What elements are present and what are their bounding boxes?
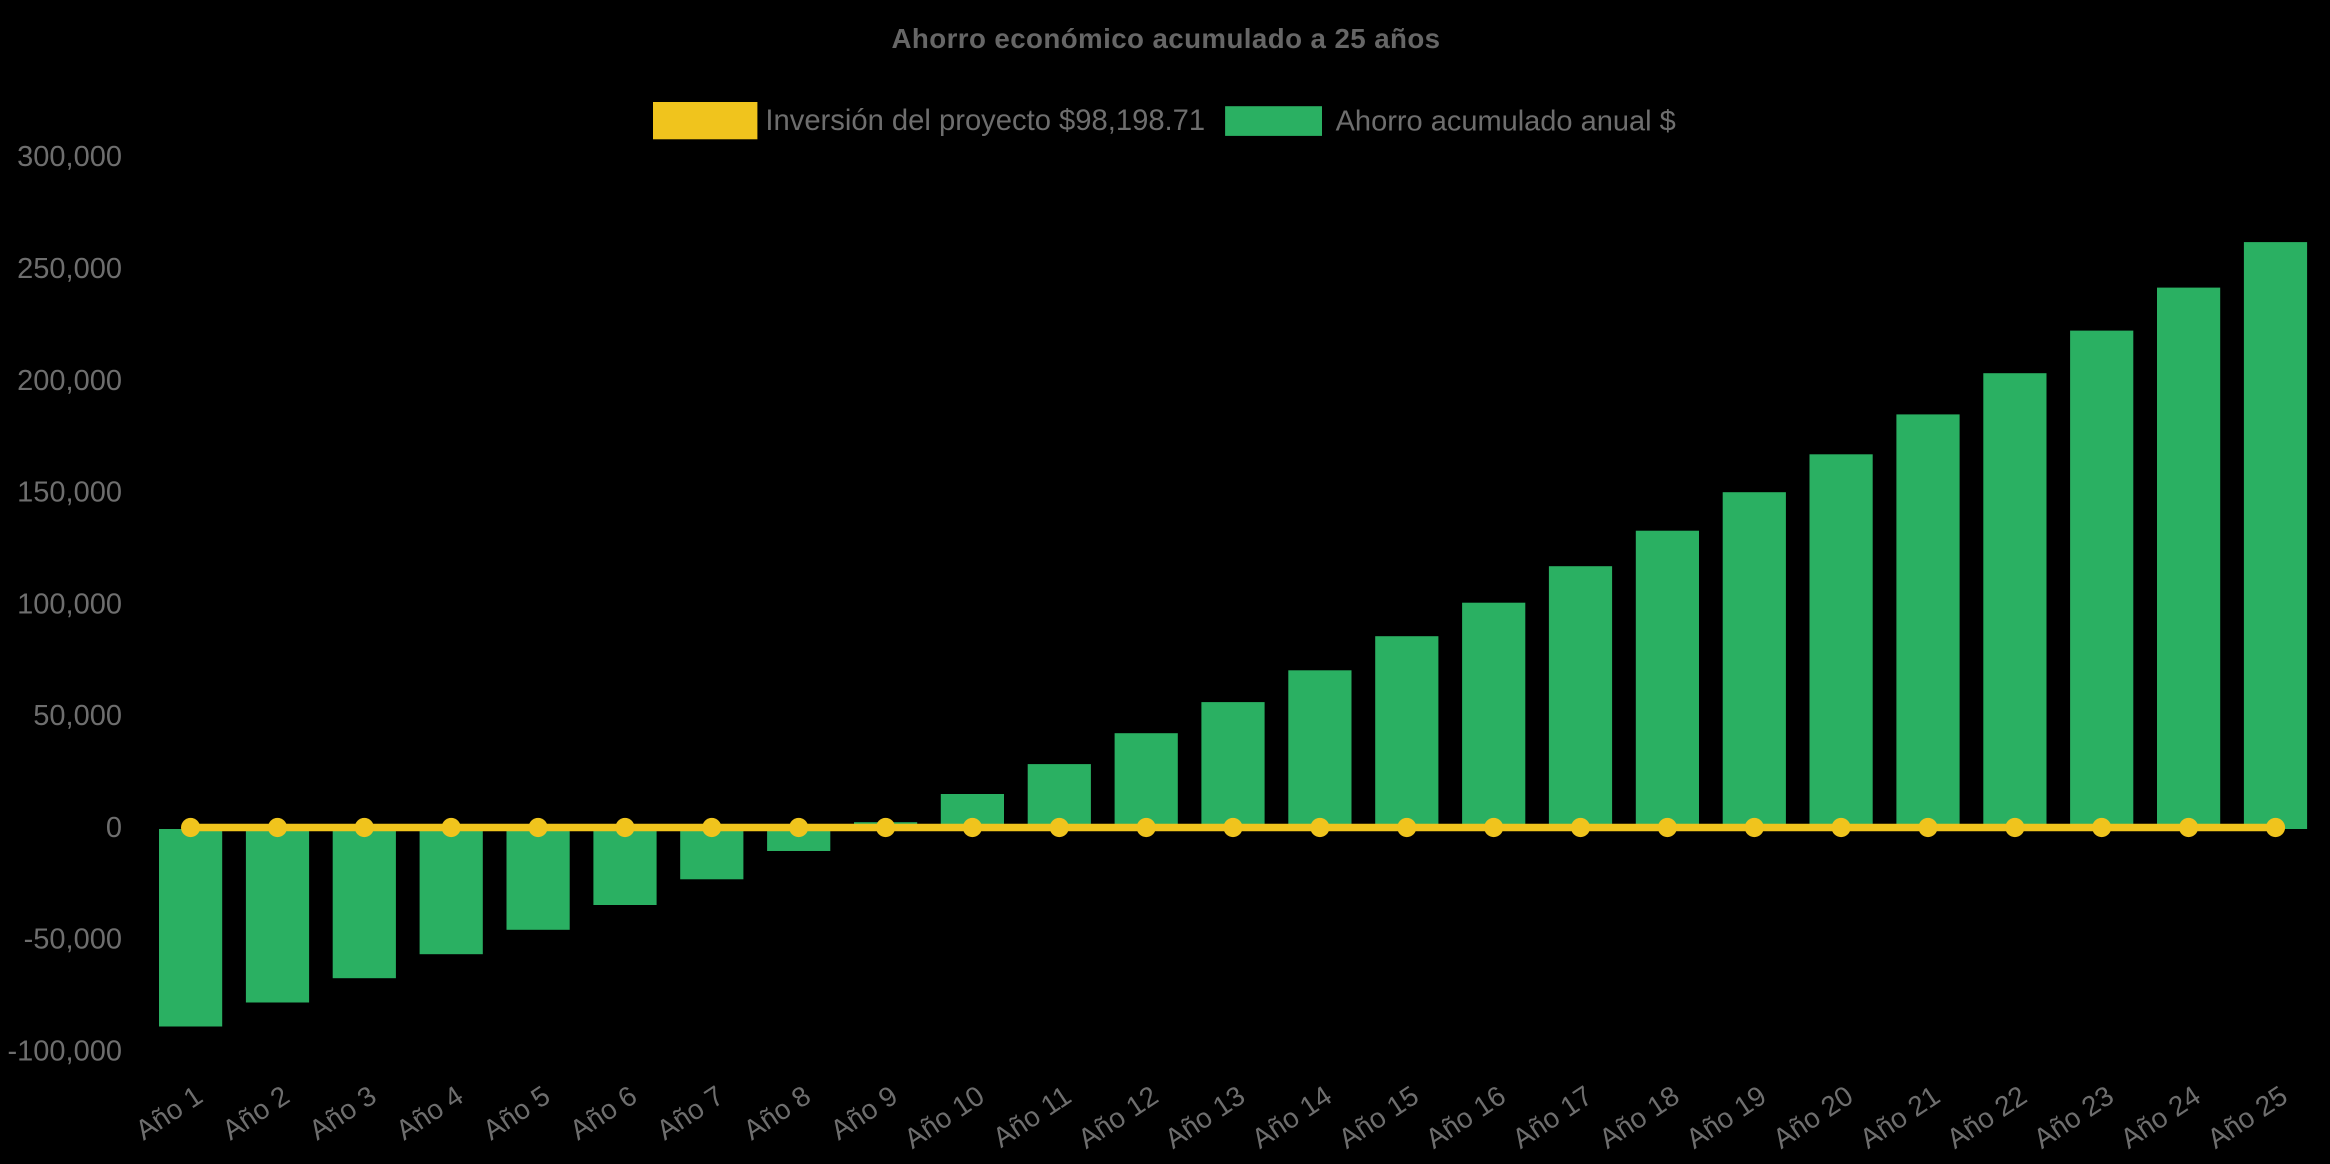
svg-text:50,000: 50,000: [33, 700, 122, 732]
svg-text:-100,000: -100,000: [8, 1036, 123, 1068]
svg-text:-50,000: -50,000: [24, 924, 122, 956]
svg-text:Inversión del proyecto $98,198: Inversión del proyecto $98,198.71: [765, 105, 1205, 137]
svg-text:100,000: 100,000: [17, 588, 122, 620]
svg-text:0: 0: [106, 812, 122, 844]
svg-text:150,000: 150,000: [17, 477, 122, 509]
svg-text:250,000: 250,000: [17, 253, 122, 285]
svg-text:300,000: 300,000: [17, 141, 122, 173]
svg-text:Ahorro acumulado anual $: Ahorro acumulado anual $: [1336, 105, 1676, 137]
svg-text:200,000: 200,000: [17, 365, 122, 397]
svg-text:Ahorro económico acumulado a 2: Ahorro económico acumulado a 25 años: [892, 23, 1441, 54]
